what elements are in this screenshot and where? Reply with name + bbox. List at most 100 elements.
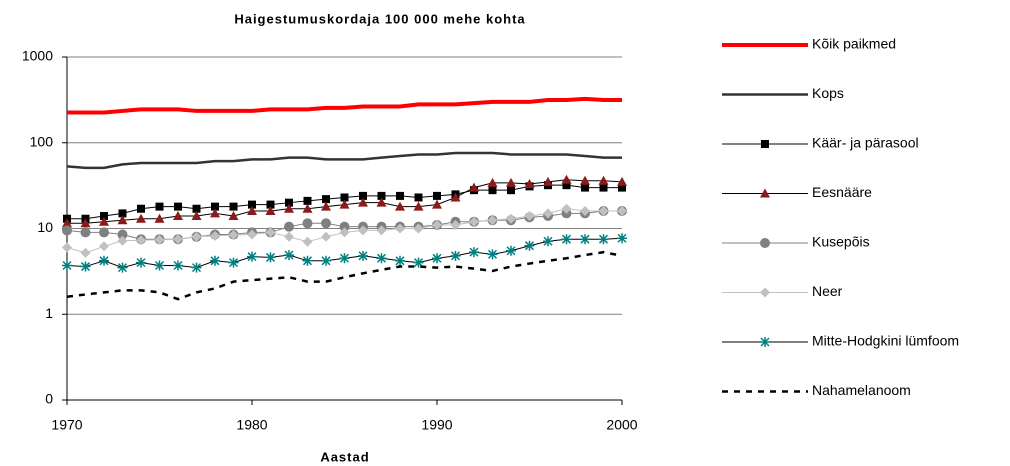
legend-label: Neer: [812, 283, 843, 299]
marker: [154, 234, 165, 245]
chart-title: Haigestumuskordaja 100 000 mehe kohta: [234, 11, 525, 26]
marker: [100, 211, 108, 220]
marker: [228, 229, 239, 240]
marker: [617, 176, 627, 186]
legend-label: Kusepõis: [812, 234, 870, 250]
marker: [359, 191, 367, 200]
marker: [266, 200, 275, 209]
marker: [154, 260, 165, 271]
legend-label: Käär- ja pärasool: [812, 135, 919, 151]
marker: [117, 215, 128, 225]
marker: [340, 193, 349, 202]
marker: [173, 260, 183, 271]
marker: [599, 183, 608, 192]
marker: [248, 200, 256, 209]
legend-marker: [760, 337, 770, 347]
marker: [598, 205, 609, 216]
marker: [99, 241, 109, 252]
marker: [247, 251, 257, 262]
legend-label: Nahamelanoom: [812, 382, 911, 398]
marker: [62, 242, 72, 253]
marker: [247, 205, 257, 215]
marker: [617, 233, 627, 244]
marker: [395, 255, 405, 266]
marker: [487, 215, 498, 226]
marker: [303, 196, 312, 205]
marker: [117, 229, 128, 240]
marker: [191, 262, 202, 273]
marker: [450, 250, 461, 261]
marker: [99, 216, 109, 226]
marker: [358, 197, 368, 207]
series-line: [66, 250, 623, 301]
marker: [302, 218, 313, 229]
marker: [321, 231, 331, 242]
marker: [339, 227, 350, 238]
marker: [228, 210, 239, 220]
marker: [395, 223, 405, 234]
marker: [580, 234, 590, 245]
marker: [432, 219, 442, 230]
marker: [284, 203, 294, 213]
marker: [376, 225, 387, 236]
marker: [339, 253, 350, 264]
marker: [376, 253, 387, 264]
marker: [581, 183, 589, 192]
marker: [395, 201, 405, 211]
marker: [284, 221, 294, 232]
marker: [321, 255, 331, 266]
marker: [469, 216, 479, 227]
marker: [450, 192, 461, 202]
marker: [432, 253, 442, 264]
y-tick-label: 100: [30, 133, 54, 149]
series-line: [66, 151, 622, 170]
marker: [598, 175, 609, 185]
marker: [265, 227, 276, 238]
marker: [154, 213, 165, 223]
marker: [117, 235, 128, 246]
marker: [562, 181, 571, 190]
marker: [580, 175, 590, 185]
marker: [322, 195, 330, 204]
marker: [469, 247, 479, 258]
marker: [118, 209, 127, 218]
marker: [561, 234, 572, 245]
marker: [284, 231, 294, 242]
marker: [598, 234, 609, 245]
marker: [210, 230, 220, 241]
marker: [80, 247, 91, 258]
marker: [137, 204, 145, 213]
marker: [506, 177, 516, 187]
marker: [321, 218, 331, 229]
marker: [618, 183, 626, 192]
marker: [339, 221, 350, 232]
marker: [265, 252, 276, 263]
marker: [524, 240, 535, 251]
marker: [80, 227, 91, 238]
marker: [136, 257, 146, 268]
marker: [191, 231, 202, 242]
marker: [62, 218, 72, 228]
marker: [80, 261, 91, 272]
marker: [506, 213, 516, 224]
marker: [265, 205, 276, 215]
y-tick-label: 1000: [22, 48, 53, 64]
marker: [321, 201, 331, 211]
marker: [173, 234, 183, 245]
marker: [487, 177, 498, 187]
marker: [432, 199, 442, 209]
marker: [358, 250, 368, 261]
marker: [247, 229, 257, 240]
legend-label: Eesnääre: [812, 184, 872, 200]
marker: [507, 186, 515, 195]
marker: [211, 202, 219, 211]
marker: [210, 255, 220, 266]
marker: [561, 203, 572, 214]
marker: [339, 199, 350, 209]
marker: [396, 191, 404, 200]
marker: [414, 193, 423, 202]
marker: [543, 208, 553, 219]
marker: [174, 202, 182, 211]
